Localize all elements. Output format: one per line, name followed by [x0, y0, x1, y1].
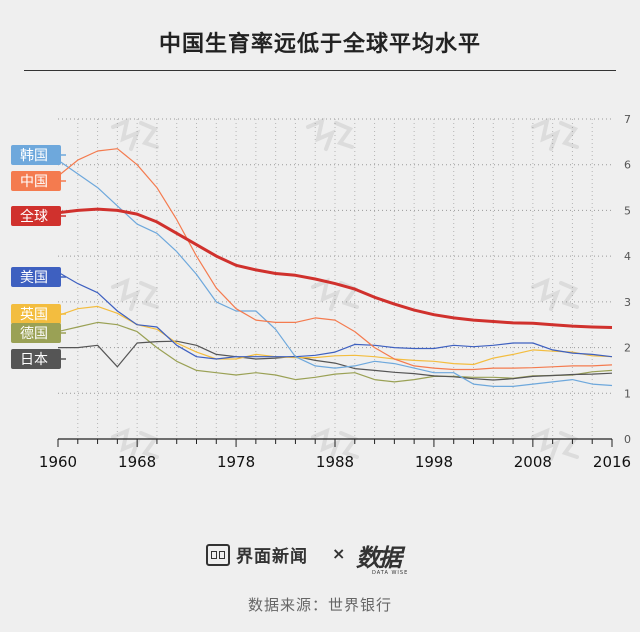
x-tick-label: 2016 [593, 453, 631, 471]
series-label: 美国 [11, 267, 66, 287]
title-divider [24, 70, 616, 71]
series-label-text: 全球 [20, 208, 48, 225]
x-tick-label: 1960 [39, 453, 77, 471]
y-tick-label: 0 [624, 433, 631, 446]
y-tick-label: 4 [624, 250, 631, 263]
watermark-icon [111, 277, 159, 311]
jiemian-icon [206, 543, 230, 566]
y-tick-label: 5 [624, 204, 631, 217]
series-label: 英国 [11, 304, 66, 324]
series-label: 德国 [11, 323, 66, 343]
series-label-text: 德国 [20, 326, 48, 342]
watermark-icon [531, 427, 579, 461]
series-label: 中国 [11, 171, 66, 191]
watermark-icon [111, 117, 159, 151]
series-label: 全球 [11, 206, 66, 226]
watermark-icon [311, 277, 359, 311]
x-tick-label: 2008 [514, 453, 552, 471]
data-source: 数据来源：世界银行 [247, 596, 392, 614]
series-line [57, 207, 613, 329]
x-tick-label: 1968 [118, 453, 156, 471]
watermark-icon [111, 427, 159, 461]
watermarks [111, 117, 579, 461]
series-line [57, 271, 613, 360]
gridlines [58, 118, 612, 439]
series-label-text: 中国 [20, 174, 48, 190]
series-label-text: 日本 [20, 352, 48, 368]
y-tick-label: 6 [624, 159, 631, 172]
series-line [57, 305, 613, 366]
series-label-text: 英国 [20, 306, 48, 323]
series-lines [57, 148, 613, 387]
y-tick-label: 2 [624, 342, 631, 355]
x-tick-label: 1998 [415, 453, 453, 471]
brand-times: × [332, 544, 346, 563]
series-label-text: 韩国 [20, 148, 48, 164]
x-tick-label: 1988 [316, 453, 354, 471]
series-line [58, 340, 613, 381]
series-label: 日本 [11, 349, 66, 369]
jiemian-logo: 界面新闻 [206, 542, 308, 567]
datawise-subtitle: DATA WISE [372, 570, 409, 576]
y-tick-label: 1 [624, 387, 631, 400]
brand-bar: 界面新闻 × 数据 DATA WISE [0, 542, 640, 576]
series-line [57, 148, 613, 371]
x-tick-label: 1978 [217, 453, 255, 471]
series-label-text: 美国 [20, 270, 48, 286]
watermark-icon [311, 427, 359, 461]
chart-title: 中国生育率远低于全球平均水平 [158, 32, 481, 57]
jiemian-name: 界面新闻 [236, 547, 308, 567]
series-line [57, 159, 613, 387]
watermark-icon [531, 277, 579, 311]
series-label: 韩国 [11, 145, 66, 165]
y-tick-label: 3 [624, 296, 631, 309]
axes: 1960 1968 1978 1988 1998 2008 2016 0 1 2 3 4 5 6 7 [39, 113, 631, 471]
watermark-icon [531, 117, 579, 151]
y-tick-label: 7 [624, 113, 631, 126]
watermark-icon [306, 117, 354, 151]
datawise-logo: 数据 [356, 543, 402, 572]
